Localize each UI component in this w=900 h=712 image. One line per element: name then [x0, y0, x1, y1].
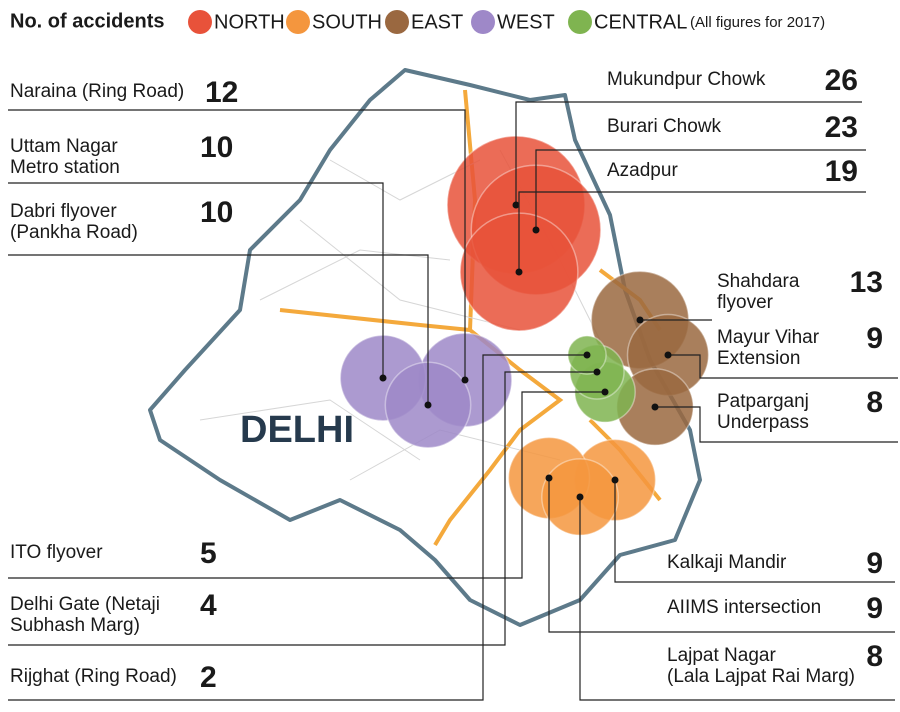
leader-line [579, 497, 895, 701]
location-dot [611, 476, 619, 484]
location-name: flyover [717, 292, 774, 313]
accident-count: 23 [825, 111, 858, 144]
location-name: Lajpat Nagar [667, 645, 776, 666]
location-dot [664, 351, 672, 359]
location-dot [651, 403, 659, 411]
location-dot [515, 268, 523, 276]
accident-count: 10 [200, 196, 233, 229]
leader-line [535, 149, 866, 230]
location-name: Subhash Marg) [10, 615, 140, 636]
location-dot [532, 226, 540, 234]
accident-count: 8 [866, 640, 883, 673]
location-dot [461, 376, 469, 384]
accident-count: 4 [200, 589, 217, 622]
leader-line [8, 109, 466, 380]
legend-label: WEST [497, 11, 555, 33]
location-name: Patparganj [717, 391, 809, 412]
leader-line [655, 406, 898, 443]
location-name: Mayur Vihar [717, 327, 820, 348]
location-dot [636, 316, 644, 324]
accident-count: 10 [200, 131, 233, 164]
accident-count: 5 [200, 537, 217, 570]
leader-line [8, 391, 605, 579]
accident-count: 2 [200, 661, 217, 694]
map-label: DELHI [240, 409, 354, 451]
leader-line [518, 191, 866, 272]
location-dot [576, 493, 584, 501]
location-name: Naraina (Ring Road) [10, 81, 184, 102]
legend-swatch [471, 10, 495, 34]
note: (All figures for 2017) [690, 14, 825, 31]
location-name: Uttam Nagar [10, 136, 118, 157]
location-name: (Pankha Road) [10, 222, 138, 243]
location-name: Rijghat (Ring Road) [10, 666, 177, 687]
legend-swatch [385, 10, 409, 34]
accident-count: 9 [866, 322, 883, 355]
accident-count: 26 [825, 64, 858, 97]
location-name: Shahdara [717, 271, 800, 292]
location-name: ITO flyover [10, 542, 103, 563]
accident-count: 8 [866, 386, 883, 419]
accident-count: 9 [866, 592, 883, 625]
leader-line [668, 354, 898, 379]
location-dot [593, 368, 601, 376]
location-dot [512, 201, 520, 209]
location-name: Delhi Gate (Netaji [10, 594, 160, 615]
accident-count: 12 [205, 76, 238, 109]
leader-line [548, 478, 895, 633]
location-name: Underpass [717, 412, 809, 433]
labels: Mukundpur Chowk 26 Burari Chowk 23 Azadpur 19… [8, 64, 898, 701]
location-name: Azadpur [607, 160, 678, 181]
location-name: Kalkaji Mandir [667, 552, 787, 573]
legend-title: No. of accidents [10, 10, 164, 32]
leader-line [515, 101, 862, 205]
location-name: Mukundpur Chowk [607, 69, 766, 90]
location-dot [379, 374, 387, 382]
location-dot [583, 351, 591, 359]
accident-count: 9 [866, 547, 883, 580]
leader-line [8, 182, 384, 378]
leader-line [8, 354, 587, 701]
leader-line [8, 254, 429, 405]
accident-count: 13 [850, 266, 883, 299]
legend-swatch [568, 10, 592, 34]
location-name: (Lala Lajpat Rai Marg) [667, 666, 855, 687]
accident-count: 19 [825, 155, 858, 188]
location-name: Extension [717, 348, 800, 369]
location-name: AIIMS intersection [667, 597, 821, 618]
location-name: Metro station [10, 157, 120, 178]
legend-label: SOUTH [312, 11, 382, 33]
legend-label: NORTH [214, 11, 285, 33]
legend-swatch [286, 10, 310, 34]
location-name: Burari Chowk [607, 116, 722, 137]
location-name: Dabri flyover [10, 201, 117, 222]
legend-swatch [188, 10, 212, 34]
location-dot [424, 401, 432, 409]
legend-label: EAST [411, 11, 463, 33]
location-dot [601, 388, 609, 396]
legend-label: CENTRAL [594, 11, 687, 33]
location-dot [545, 474, 553, 482]
leader-line [614, 480, 895, 583]
leader-line [8, 371, 597, 646]
